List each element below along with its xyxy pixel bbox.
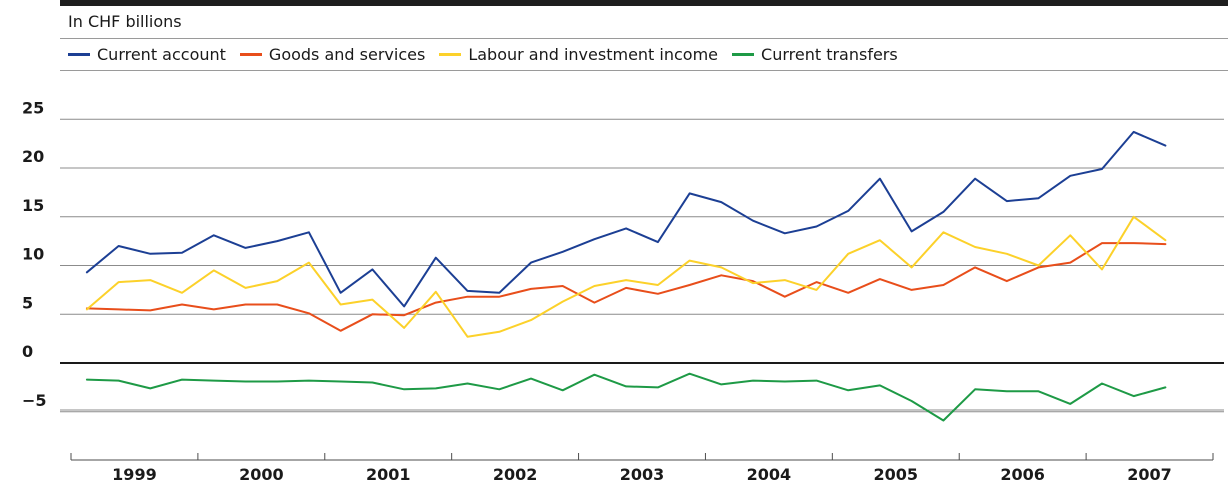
x-tick-label: 2005 bbox=[874, 465, 919, 484]
series-line bbox=[85, 242, 1167, 332]
x-tick-label: 2000 bbox=[239, 465, 284, 484]
y-tick-label: 15 bbox=[22, 196, 44, 215]
y-tick-label: 25 bbox=[22, 98, 44, 117]
legend-label: Labour and investment income bbox=[468, 45, 719, 64]
legend-swatch bbox=[439, 53, 462, 56]
x-tick-label: 2002 bbox=[493, 465, 538, 484]
legend: Current account Goods and services Labour … bbox=[68, 45, 912, 64]
x-tick-label: 1999 bbox=[112, 465, 157, 484]
y-tick-label: 20 bbox=[22, 147, 44, 166]
x-tick-label: 2006 bbox=[1000, 465, 1045, 484]
legend-divider bbox=[60, 70, 1228, 71]
legend-label: Current account bbox=[97, 45, 226, 64]
y-tick-label: 10 bbox=[22, 245, 44, 264]
top-rule bbox=[60, 0, 1228, 6]
subtitle-divider bbox=[60, 38, 1228, 39]
x-tick-label: 2001 bbox=[366, 465, 411, 484]
series-line bbox=[85, 130, 1167, 308]
series-line bbox=[85, 215, 1167, 338]
legend-swatch bbox=[68, 53, 90, 56]
x-tick-label: 2003 bbox=[620, 465, 665, 484]
legend-item: Labour and investment income bbox=[439, 45, 718, 64]
y-tick-label: 5 bbox=[22, 293, 33, 312]
legend-swatch bbox=[239, 53, 262, 56]
legend-swatch bbox=[732, 53, 755, 56]
series-line bbox=[85, 372, 1167, 422]
legend-item: Current account bbox=[68, 45, 226, 64]
x-tick-label: 2004 bbox=[747, 465, 792, 484]
x-tick-label: 2007 bbox=[1127, 465, 1172, 484]
legend-item: Current transfers bbox=[732, 45, 898, 64]
y-tick-label: 0 bbox=[22, 342, 33, 361]
legend-label: Current transfers bbox=[761, 45, 898, 64]
legend-label: Goods and services bbox=[268, 45, 426, 64]
chart-subtitle: In CHF billions bbox=[68, 12, 182, 31]
y-tick-label: −5 bbox=[22, 391, 47, 410]
legend-item: Goods and services bbox=[239, 45, 426, 64]
